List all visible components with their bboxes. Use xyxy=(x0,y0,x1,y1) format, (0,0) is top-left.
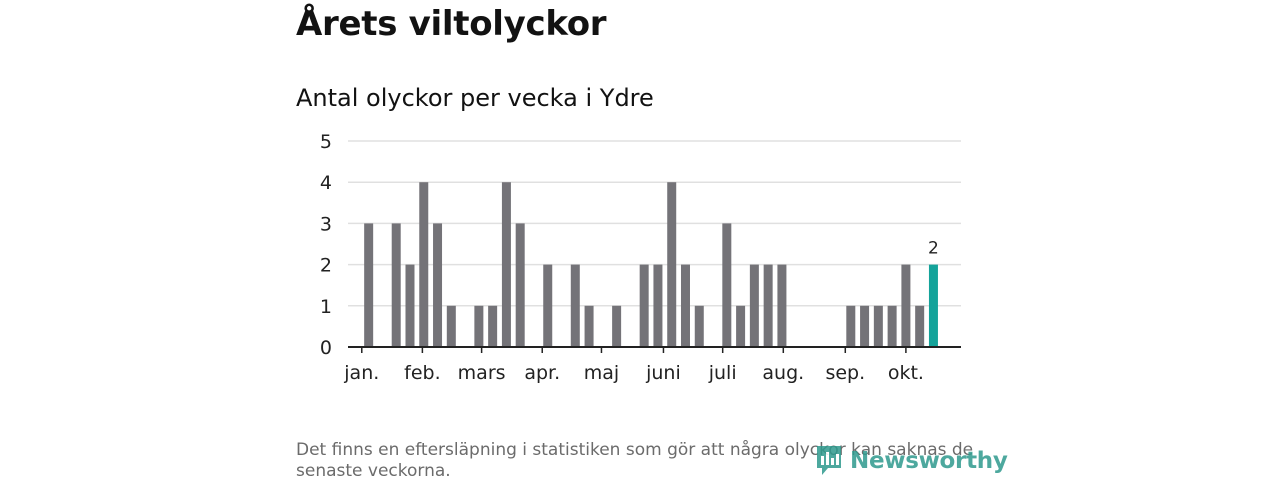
bar xyxy=(915,305,925,347)
y-tick-label: 1 xyxy=(320,296,332,318)
y-tick-label: 2 xyxy=(320,255,332,277)
newsworthy-logo-text: Newsworthy xyxy=(850,448,1008,474)
bar-data-label: 2 xyxy=(928,239,939,259)
bar xyxy=(749,264,759,347)
bar xyxy=(474,305,484,347)
bar xyxy=(736,305,746,347)
bar xyxy=(515,223,525,347)
x-tick-label: jan. xyxy=(343,362,379,384)
newsworthy-logo: Newsworthy xyxy=(814,444,1008,478)
bar xyxy=(446,305,456,347)
bar xyxy=(543,264,553,347)
bar xyxy=(433,223,443,347)
bar xyxy=(612,305,622,347)
x-tick-label: okt. xyxy=(888,362,924,384)
chart-subtitle: Antal olyckor per vecka i Ydre xyxy=(296,84,654,112)
bar xyxy=(722,223,732,347)
bar xyxy=(653,264,663,347)
x-tick-label: juni xyxy=(645,362,681,384)
y-tick-label: 4 xyxy=(320,172,332,194)
newsworthy-logo-icon xyxy=(817,446,841,475)
bar xyxy=(860,305,870,347)
y-tick-label: 3 xyxy=(320,213,332,235)
bar xyxy=(873,305,883,347)
x-tick-label: sep. xyxy=(825,362,865,384)
bar xyxy=(846,305,856,347)
bar xyxy=(777,264,787,347)
bar xyxy=(570,264,580,347)
x-tick-label: aug. xyxy=(762,362,804,384)
x-tick-label: mars xyxy=(458,362,506,384)
bar xyxy=(763,264,773,347)
y-tick-label: 0 xyxy=(320,337,332,359)
bar xyxy=(639,264,649,347)
bar xyxy=(694,305,704,347)
bar xyxy=(667,182,677,347)
y-tick-label: 5 xyxy=(320,131,332,153)
bar xyxy=(584,305,594,347)
x-tick-label: maj xyxy=(584,362,619,384)
footnote: Det finns en eftersläpning i statistiken… xyxy=(296,440,974,481)
bar-highlight xyxy=(928,264,938,347)
bar xyxy=(419,182,429,347)
bar xyxy=(364,223,374,347)
x-tick-label: apr. xyxy=(524,362,560,384)
bar xyxy=(488,305,498,347)
x-tick-label: juli xyxy=(708,362,737,384)
bar xyxy=(680,264,690,347)
bar xyxy=(901,264,911,347)
chart-title: Årets viltolyckor xyxy=(296,4,607,44)
bar xyxy=(887,305,897,347)
bar xyxy=(501,182,511,347)
bar xyxy=(405,264,415,347)
bar xyxy=(391,223,401,347)
x-tick-label: feb. xyxy=(404,362,440,384)
